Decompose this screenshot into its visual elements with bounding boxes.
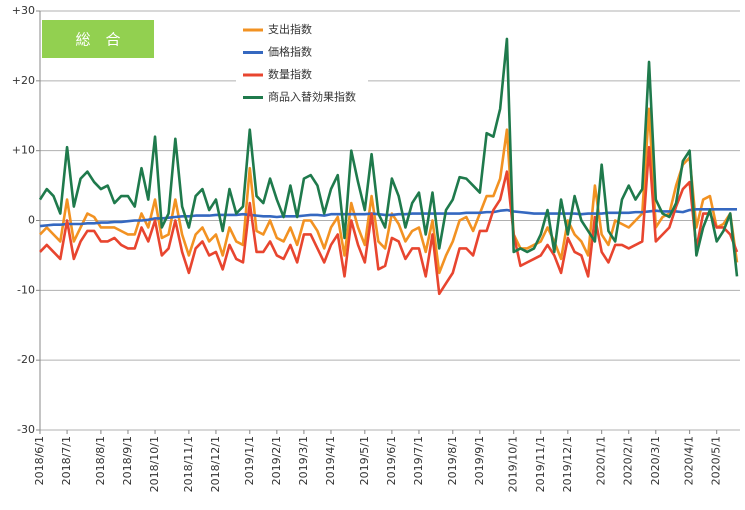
x-tick-label: 2019/5/1 xyxy=(358,436,371,485)
x-tick-label: 2019/10/1 xyxy=(507,436,520,492)
y-tick-label: +20 xyxy=(12,74,35,87)
x-tick-label: 2019/3/1 xyxy=(297,436,310,485)
series-line xyxy=(39,145,739,296)
y-tick-label: -30 xyxy=(17,423,35,436)
legend-label: 商品入替効果指数 xyxy=(268,90,356,104)
x-tick-label: 2020/5/1 xyxy=(710,436,723,485)
x-tick-label: 2019/2/1 xyxy=(270,436,283,485)
legend-label: 支出指数 xyxy=(268,22,312,36)
y-tick-label: +30 xyxy=(12,4,35,17)
series-line xyxy=(38,37,739,277)
x-tick-label: 2020/2/1 xyxy=(622,436,635,485)
y-tick-label: +10 xyxy=(12,144,35,157)
legend-label: 数量指数 xyxy=(268,67,312,81)
x-tick-label: 2018/10/1 xyxy=(148,436,161,492)
x-tick-label: 2019/8/1 xyxy=(446,436,459,485)
x-tick-label: 2019/6/1 xyxy=(385,436,398,485)
y-tick-label: 0 xyxy=(28,214,35,227)
x-tick-label: 2018/6/1 xyxy=(33,436,46,485)
x-tick-label: 2020/3/1 xyxy=(649,436,662,485)
legend-box xyxy=(236,18,368,110)
x-tick-label: 2018/12/1 xyxy=(209,436,222,492)
legend-label: 価格指数 xyxy=(268,45,312,59)
badge-box xyxy=(42,20,154,58)
x-tick-label: 2019/12/1 xyxy=(561,436,574,492)
y-tick-label: -10 xyxy=(17,283,35,296)
x-tick-label: 2018/7/1 xyxy=(60,436,73,485)
x-tick-label: 2019/9/1 xyxy=(473,436,486,485)
x-tick-label: 2018/11/1 xyxy=(182,436,195,492)
y-tick-label: -20 xyxy=(17,353,35,366)
x-tick-label: 2019/1/1 xyxy=(243,436,256,485)
x-tick-label: 2020/1/1 xyxy=(595,436,608,485)
x-tick-label: 2020/4/1 xyxy=(683,436,696,485)
x-tick-label: 2019/7/1 xyxy=(412,436,425,485)
x-tick-label: 2019/11/1 xyxy=(534,436,547,492)
badge: 総 合 xyxy=(75,31,120,49)
series-line xyxy=(39,107,739,275)
x-tick-label: 2019/4/1 xyxy=(324,436,337,485)
x-tick-label: 2018/9/1 xyxy=(121,436,134,485)
x-tick-label: 2018/8/1 xyxy=(94,436,107,485)
